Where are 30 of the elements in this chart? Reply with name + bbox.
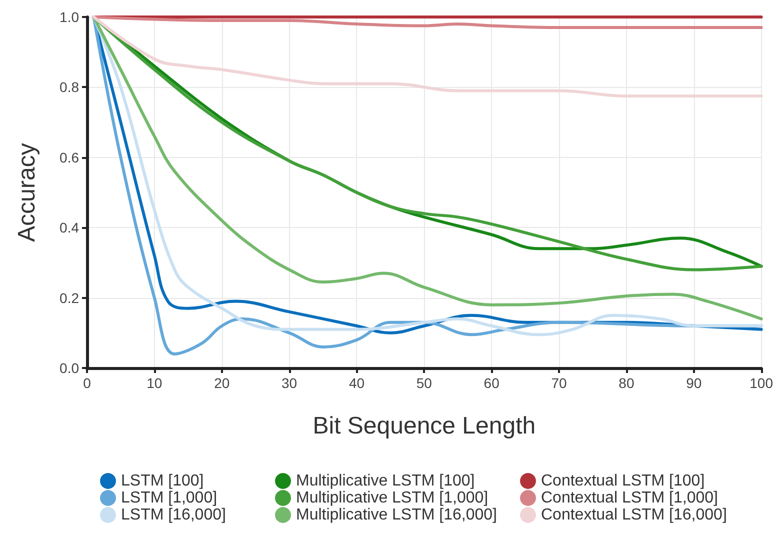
legend-label: Contextual LSTM [16,000] (541, 506, 727, 524)
x-tick-label: 20 (214, 375, 230, 391)
line-series (92, 16, 763, 30)
y-tick-label: 0.4 (60, 220, 80, 236)
y-tick-label: 0.2 (60, 290, 80, 306)
y-tick-label: 0.0 (60, 360, 80, 376)
y-tick-label: 1.0 (60, 9, 80, 25)
legend-label: Multiplicative LSTM [1,000] (296, 490, 488, 506)
x-tick-label: 60 (484, 375, 500, 391)
y-tick-label: 0.8 (60, 79, 80, 96)
legend-label: Multiplicative LSTM [100] (296, 472, 475, 490)
legend-label: LSTM [16,000] (121, 506, 226, 524)
x-tick-label: 10 (146, 375, 162, 391)
legend-label: Multiplicative LSTM [16,000] (296, 506, 497, 524)
y-axis-title: Accuracy (14, 143, 40, 242)
x-tick-label: 50 (416, 375, 432, 391)
legend-label: Contextual LSTM [100] (541, 472, 705, 490)
x-tick-label: 0 (83, 375, 92, 391)
x-tick-label: 90 (686, 375, 702, 391)
x-axis-title: Bit Sequence Length (312, 412, 536, 440)
legend-label: LSTM [1,000] (121, 490, 218, 506)
legend-label: Contextual LSTM [1,000] (541, 490, 718, 506)
y-tick-label: 0.6 (60, 149, 80, 166)
line-series (92, 16, 763, 98)
x-tick-label: 30 (282, 375, 298, 391)
legend-label: LSTM [100] (121, 472, 204, 490)
x-tick-label: 70 (551, 375, 568, 391)
x-tick-label: 80 (618, 375, 634, 391)
x-tick-label: 40 (348, 375, 365, 391)
x-tick-label: 100 (750, 375, 774, 391)
